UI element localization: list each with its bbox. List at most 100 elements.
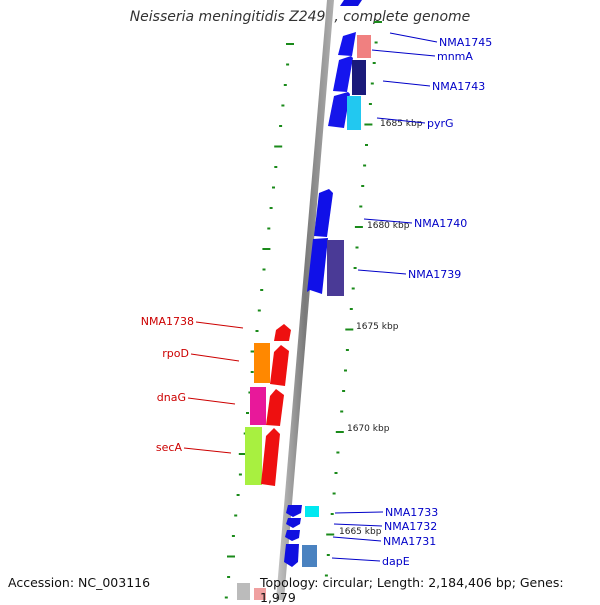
gene-arrow-nma1745[interactable]: [340, 0, 362, 6]
tick-mark-right: [326, 554, 330, 556]
gene-block-nma1733[interactable]: [305, 506, 319, 517]
gene-block-bottom-pink[interactable]: [254, 588, 266, 600]
gene-arrow-rpoD[interactable]: [270, 345, 289, 386]
gene-arrow-dapE[interactable]: [284, 544, 299, 567]
tick-mark-right: [324, 574, 328, 577]
tick-mark-right: [374, 41, 378, 44]
tick-mark-right: [334, 472, 338, 474]
gene-label-secA[interactable]: secA: [156, 441, 183, 454]
tick-mark-right: [364, 123, 373, 126]
tick-mark-left: [274, 145, 283, 148]
reverse-gene-labels: NMA1738 rpoD dnaG secA: [141, 315, 244, 454]
tick-mark-left: [274, 166, 278, 168]
gene-label-nma1738[interactable]: NMA1738: [141, 315, 194, 328]
tick-mark-left: [262, 268, 266, 271]
leader-nma1731: [332, 536, 382, 542]
gene-label-nma1739[interactable]: NMA1739: [408, 268, 461, 281]
gene-label-nma1740[interactable]: NMA1740: [414, 217, 467, 230]
leader-dnaG: [187, 397, 236, 405]
tick-mark-left: [272, 186, 275, 189]
gene-arrow-dnaG[interactable]: [266, 389, 284, 426]
tick-mark-right: [344, 369, 347, 372]
genome-stats-text: Topology: circular; Length: 2,184,406 bp…: [260, 575, 564, 605]
gene-arrow-nma1743[interactable]: [333, 56, 353, 92]
gene-arrow-nma1740[interactable]: [314, 189, 333, 237]
gene-label-nma1732[interactable]: NMA1732: [384, 520, 437, 533]
leader-nma1745: [389, 32, 438, 43]
tick-mark-right: [342, 390, 346, 392]
gene-block-secA[interactable]: [245, 427, 262, 485]
gene-arrow-nma1731[interactable]: [285, 530, 300, 541]
gene-block-bottom-grey[interactable]: [237, 583, 250, 600]
gene-label-dnaG[interactable]: dnaG: [157, 391, 186, 404]
tick-mark-right: [330, 513, 334, 515]
tick-mark-right: [345, 349, 349, 351]
gene-block-nma1739[interactable]: [327, 240, 344, 296]
leader-mnmA: [371, 49, 436, 57]
gene-arrow-nma1745-b[interactable]: [338, 32, 356, 56]
scale-label-1680: 1680 kbp: [367, 221, 410, 231]
map-title: Neisseria meningitidis Z2491, complete g…: [129, 9, 471, 25]
gene-block-nma1743[interactable]: [352, 60, 366, 95]
gene-label-nma1743[interactable]: NMA1743: [432, 80, 485, 93]
gene-block-mnmA[interactable]: [357, 35, 371, 58]
gene-arrow-nma1739[interactable]: [307, 238, 328, 294]
tick-mark-left: [279, 125, 283, 127]
gene-arrow-nma1732[interactable]: [286, 518, 301, 528]
gene-block-dapE[interactable]: [302, 545, 317, 567]
tick-mark-left: [257, 309, 261, 312]
tick-mark-left: [250, 371, 254, 373]
gene-arrow-secA[interactable]: [261, 428, 280, 486]
tick-mark-left: [227, 576, 231, 578]
leader-pyrG: [376, 117, 426, 124]
accession-text: Accession: NC_003116: [8, 575, 151, 590]
tick-mark-right: [372, 62, 376, 64]
leader-nma1740: [363, 218, 413, 224]
tick-marks: [224, 21, 382, 599]
gene-label-rpoD[interactable]: rpoD: [162, 347, 189, 360]
tick-mark-right: [326, 533, 335, 536]
tick-mark-right: [370, 82, 374, 85]
genome-backbone: [276, 0, 334, 600]
leader-nma1732: [333, 523, 383, 527]
gene-block-dnaG[interactable]: [250, 387, 266, 425]
scale-label-1670: 1670 kbp: [347, 424, 390, 434]
gene-arrow-pyrG[interactable]: [328, 92, 350, 128]
gene-label-pyrG[interactable]: pyrG: [427, 117, 454, 130]
tick-mark-left: [238, 473, 242, 476]
gene-label-nma1745[interactable]: NMA1745: [439, 36, 492, 49]
tick-mark-left: [286, 43, 294, 45]
gene-arrow-nma1733[interactable]: [286, 505, 302, 517]
gene-label-nma1731[interactable]: NMA1731: [383, 535, 436, 548]
scale-label-1675: 1675 kbp: [356, 322, 399, 332]
leader-nma1743: [382, 80, 431, 87]
forward-gene-labels: NMA1745 mnmA NMA1743 pyrG NMA1740 NMA173…: [331, 32, 492, 568]
tick-mark-right: [363, 164, 367, 167]
gene-arrow-nma1738[interactable]: [274, 324, 291, 341]
scale-label-1665: 1665 kbp: [339, 527, 382, 537]
gene-label-mnmA[interactable]: mnmA: [437, 50, 473, 63]
tick-mark-left: [286, 63, 290, 66]
tick-mark-left: [227, 555, 235, 558]
leader-nma1733: [334, 511, 384, 514]
gene-label-nma1733[interactable]: NMA1733: [385, 506, 438, 519]
gene-block-pyrG[interactable]: [347, 96, 361, 130]
tick-mark-right: [335, 431, 344, 433]
tick-mark-right: [359, 205, 363, 208]
tick-mark-left: [248, 391, 252, 394]
tick-mark-left: [231, 535, 235, 537]
gene-label-dapE[interactable]: dapE: [382, 555, 410, 568]
tick-mark-right: [340, 410, 344, 413]
leader-nma1738: [195, 321, 244, 329]
tick-mark-right: [351, 287, 355, 290]
tick-mark-right: [365, 144, 368, 146]
tick-mark-right: [354, 226, 363, 228]
leader-dapE: [331, 557, 381, 562]
tick-mark-right: [368, 103, 372, 105]
gene-block-rpoD[interactable]: [254, 343, 270, 383]
tick-mark-right: [349, 308, 353, 310]
tick-mark-right: [336, 451, 340, 454]
scale-labels: 1685 kbp 1680 kbp 1675 kbp 1670 kbp 1665…: [339, 119, 423, 537]
